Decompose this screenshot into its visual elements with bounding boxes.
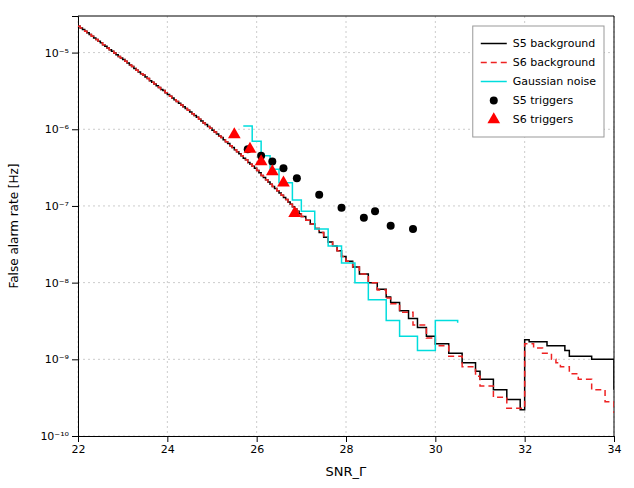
legend-label: S6 triggers [513, 113, 574, 126]
legend-entry: S5 triggers [490, 94, 574, 107]
tick: 10⁻⁹ [45, 353, 78, 366]
x-axis: 22 24 26 28 30 32 34 [72, 436, 622, 456]
plot-area [78, 26, 614, 413]
axis-line [79, 437, 615, 443]
legend-label: S5 background [513, 37, 596, 50]
tick: 28 [340, 436, 354, 456]
grid [78, 16, 614, 436]
tick-mark [72, 53, 78, 54]
tick: 26 [250, 436, 264, 456]
grid-line [435, 16, 436, 436]
grid-line [78, 205, 614, 206]
tick-label: 10⁻⁸ [45, 277, 70, 290]
tick: 10⁻⁸ [45, 277, 78, 290]
tick: 30 [429, 436, 443, 456]
legend-swatch [481, 62, 507, 64]
series-line [243, 126, 457, 350]
tick: 34 [608, 436, 622, 456]
tick-label: 32 [518, 443, 532, 456]
frame [78, 16, 614, 17]
legend: S5 background S6 background Gaussian noise… [473, 26, 604, 137]
legend-label: S6 background [513, 56, 596, 69]
tick-label: 10⁻⁵ [45, 47, 69, 60]
tick-mark [257, 436, 258, 442]
tick-label: 34 [608, 443, 622, 456]
tick: 10⁻⁷ [45, 200, 78, 213]
legend-swatch [481, 43, 507, 45]
tick-mark [72, 206, 78, 207]
legend-entry: S6 triggers [487, 112, 573, 126]
point [338, 204, 346, 212]
tick-label: 10⁻⁷ [45, 200, 69, 213]
tick: 10⁻⁶ [45, 123, 78, 136]
series-line [78, 26, 614, 413]
legend-entry: S6 background [481, 56, 596, 69]
point [255, 154, 268, 165]
legend-swatch [481, 81, 507, 83]
tick-label: 30 [429, 443, 443, 456]
tick-label: 10⁻¹⁰ [40, 430, 69, 443]
tick-label: 28 [340, 443, 354, 456]
tick-mark [72, 436, 78, 437]
point [277, 176, 290, 187]
tick-label: 10⁻⁹ [45, 353, 69, 366]
point [315, 191, 323, 199]
point [228, 127, 241, 138]
legend-label: Gaussian noise [513, 75, 596, 88]
tick-mark [167, 436, 168, 442]
tick-mark [72, 283, 78, 284]
tick-mark [72, 359, 78, 360]
y-axis: 10⁻¹⁰ 10⁻⁹ 10⁻⁸ 10⁻⁷ 10⁻⁶ 10⁻⁵ [40, 17, 78, 444]
point [293, 174, 301, 182]
series-points [244, 145, 417, 233]
axis-line [72, 17, 79, 437]
tick-label: 24 [161, 443, 175, 456]
tick-label: 26 [250, 443, 264, 456]
legend-entry: Gaussian noise [481, 75, 596, 88]
tick: 22 [72, 436, 86, 456]
tick-label: 10⁻⁶ [45, 123, 70, 136]
point [288, 206, 301, 217]
tick: 32 [518, 436, 532, 456]
legend-marker [487, 112, 500, 123]
point [266, 164, 279, 175]
legend-box [473, 26, 604, 137]
point [279, 164, 287, 172]
tick: 24 [161, 436, 175, 456]
tick: 10⁻¹⁰ [40, 430, 78, 443]
legend-entry: S5 background [481, 37, 596, 50]
point [268, 157, 276, 165]
grid-line [256, 16, 257, 436]
point [387, 222, 395, 230]
y-axis-title: False alarm rate [Hz] [7, 163, 21, 288]
legend-label: S5 triggers [513, 94, 574, 107]
grid-line [346, 16, 347, 436]
point [371, 207, 379, 215]
tick-mark [346, 436, 347, 442]
legend-marker [490, 97, 498, 105]
tick-mark [614, 436, 615, 442]
chart: 22 24 26 28 30 32 34 10⁻¹⁰ 10⁻⁹ 10⁻⁸ 10⁻⁷ 10⁻⁶ 10⁻⁵ S… [0, 0, 634, 488]
grid-line [78, 359, 614, 360]
series-line [78, 26, 614, 409]
x-axis-title: SNR_Γ [326, 464, 368, 479]
grid-line [78, 282, 614, 283]
grid-line [167, 16, 168, 436]
tick-mark [72, 129, 78, 130]
tick: 10⁻⁵ [45, 47, 78, 60]
tick-mark [525, 436, 526, 442]
tick-mark [435, 436, 436, 442]
point [360, 214, 368, 222]
series-points [228, 127, 301, 217]
point [244, 142, 257, 153]
tick-label: 22 [72, 443, 86, 456]
point [409, 225, 417, 233]
